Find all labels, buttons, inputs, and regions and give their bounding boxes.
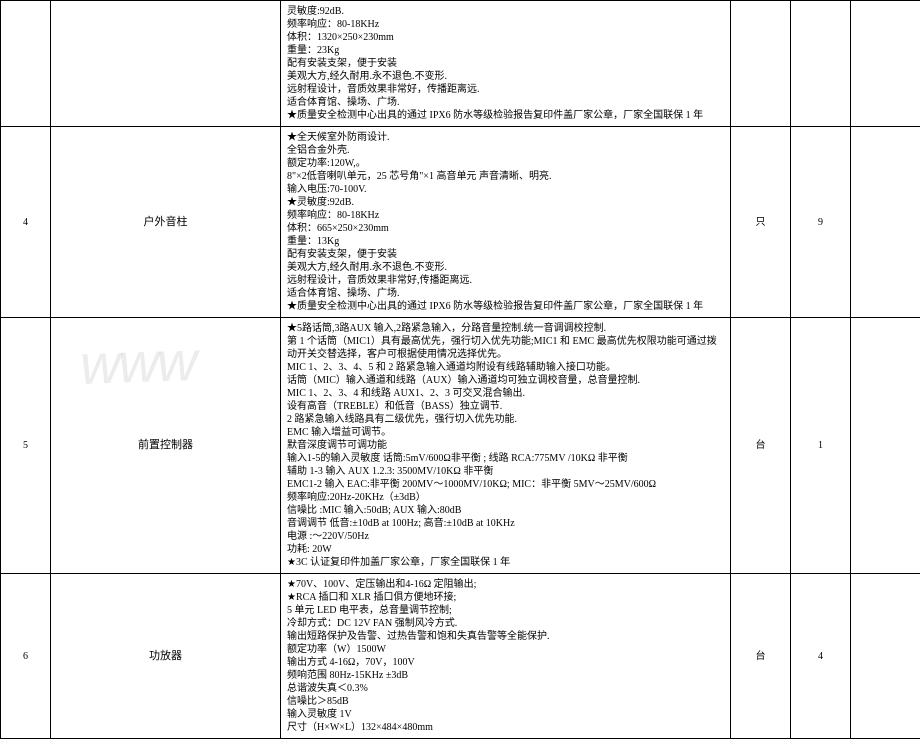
spec-line: ★灵敏度:92dB. <box>287 196 724 209</box>
table-row: 6功放器★70V、100V、定压输出和4-16Ω 定阻输出;★RCA 插口和 X… <box>1 574 920 739</box>
spec-line: 输入1-5的输入灵敏度 话筒:5mV/600Ω非平衡 ; 线路 RCA:775M… <box>287 452 724 465</box>
unit: 台 <box>731 574 791 739</box>
spec-line: 灵敏度:92dB. <box>287 5 724 18</box>
spec-line: 频响范围 80Hz-15KHz ±3dB <box>287 669 724 682</box>
spec-line: ★5路话筒,3路AUX 输入,2路紧急输入，分路音量控制.统一音调调校控制. <box>287 322 724 335</box>
row-number: 6 <box>1 574 51 739</box>
spec-line: ★质量安全检测中心出具的通过 IPX6 防水等级检验报告复印件盖厂家公章，厂家全… <box>287 300 724 313</box>
spec-line: 体积：1320×250×230mm <box>287 31 724 44</box>
spec-line: 重量：23Kg <box>287 44 724 57</box>
spec-line: 美观大方,经久耐用.永不退色.不变形. <box>287 70 724 83</box>
quantity: 4 <box>791 574 851 739</box>
table-row: 5前置控制器★5路话筒,3路AUX 输入,2路紧急输入，分路音量控制.统一音调调… <box>1 318 920 574</box>
spec-line: EMC 输入增益可调节。 <box>287 426 724 439</box>
spec-line: 输入电压:70-100V. <box>287 183 724 196</box>
spec-line: 电源 :～220V/50Hz <box>287 530 724 543</box>
spec-line: 适合体育馆、操场、广场. <box>287 96 724 109</box>
blank-cell <box>851 318 920 574</box>
spec-line: 输出短路保护及告警、过热告警和饱和失真告警等全能保护. <box>287 630 724 643</box>
spec-line: 配有安装支架，便于安装 <box>287 57 724 70</box>
row-number: 4 <box>1 127 51 318</box>
quantity: 9 <box>791 127 851 318</box>
specification-cell: 灵敏度:92dB.频率响应：80-18KHz体积：1320×250×230mm重… <box>281 1 731 127</box>
spec-line: 总谐波失真＜0.3% <box>287 682 724 695</box>
spec-line: 信噪比 :MIC 输入:50dB; AUX 输入:80dB <box>287 504 724 517</box>
spec-line: 频率响应:20Hz-20KHz（±3dB） <box>287 491 724 504</box>
spec-line: ★3C 认证复印件加盖厂家公章，厂家全国联保 1 年 <box>287 556 724 569</box>
spec-line: EMC1-2 输入 EAC:非平衡 200MV～1000MV/10KΩ; MIC… <box>287 478 724 491</box>
spec-line: 信噪比＞85dB <box>287 695 724 708</box>
unit <box>731 1 791 127</box>
spec-line: 适合体育馆、操场、广场. <box>287 287 724 300</box>
spec-line: 频率响应：80-18KHz <box>287 18 724 31</box>
spec-line: 输出方式 4-16Ω，70V，100V <box>287 656 724 669</box>
spec-line: 冷却方式：DC 12V FAN 强制风冷方式. <box>287 617 724 630</box>
spec-line: ★全天候室外防雨设计. <box>287 131 724 144</box>
blank-cell <box>851 127 920 318</box>
spec-line: 音调调节 低音:±10dB at 100Hz; 高音:±10dB at 10KH… <box>287 517 724 530</box>
spec-line: ★70V、100V、定压输出和4-16Ω 定阻输出; <box>287 578 724 591</box>
row-number <box>1 1 51 127</box>
spec-line: 远射程设计，音质效果非常好，传播距离远. <box>287 83 724 96</box>
product-name: 户外音柱 <box>51 127 281 318</box>
blank-cell <box>851 574 920 739</box>
spec-line: 话筒（MIC）输入通道和线路（AUX）输入通道均可独立调校音量，总音量控制. <box>287 374 724 387</box>
specification-cell: ★全天候室外防雨设计.全铝合金外壳.额定功率:120W,。8"×2低音喇叭单元，… <box>281 127 731 318</box>
spec-line: MIC 1、2、3、4 和线路 AUX1、2、3 可交叉混合输出. <box>287 387 724 400</box>
spec-line: 全铝合金外壳. <box>287 144 724 157</box>
spec-line: 8"×2低音喇叭单元，25 芯号角"×1 高音单元 声音清晰、明亮. <box>287 170 724 183</box>
spec-line: 重量：13Kg <box>287 235 724 248</box>
spec-line: 辅助 1-3 输入 AUX 1.2.3: 3500MV/10KΩ 非平衡 <box>287 465 724 478</box>
blank-cell <box>851 1 920 127</box>
spec-line: 配有安装支架，便于安装 <box>287 248 724 261</box>
spec-table: 灵敏度:92dB.频率响应：80-18KHz体积：1320×250×230mm重… <box>0 0 920 739</box>
spec-line: 功耗: 20W <box>287 543 724 556</box>
spec-line: MIC 1、2、3、4、5 和 2 路紧急输入通道均附设有线路辅助输入接口功能。 <box>287 361 724 374</box>
table-row: 灵敏度:92dB.频率响应：80-18KHz体积：1320×250×230mm重… <box>1 1 920 127</box>
spec-line: 设有高音（TREBLE）和低音（BASS）独立调节. <box>287 400 724 413</box>
specification-cell: ★70V、100V、定压输出和4-16Ω 定阻输出;★RCA 插口和 XLR 插… <box>281 574 731 739</box>
spec-line: 尺寸（H×W×L）132×484×480mm <box>287 721 724 734</box>
product-name <box>51 1 281 127</box>
spec-line: 2 路紧急输入线路具有二级优先，强行切入优先功能. <box>287 413 724 426</box>
product-name: 功放器 <box>51 574 281 739</box>
spec-line: 额定功率（W）1500W <box>287 643 724 656</box>
unit: 台 <box>731 318 791 574</box>
spec-line: 5 单元 LED 电平表，总音量调节控制; <box>287 604 724 617</box>
spec-line: 第 1 个话筒（MIC1）具有最高优先，强行切入优先功能;MIC1 和 EMC … <box>287 335 724 361</box>
table-row: 4户外音柱★全天候室外防雨设计.全铝合金外壳.额定功率:120W,。8"×2低音… <box>1 127 920 318</box>
spec-line: ★RCA 插口和 XLR 插口俱方便地环接; <box>287 591 724 604</box>
quantity <box>791 1 851 127</box>
spec-line: ★质量安全检测中心出具的通过 IPX6 防水等级检验报告复印件盖厂家公章，厂家全… <box>287 109 724 122</box>
product-name: 前置控制器 <box>51 318 281 574</box>
spec-line: 体积：665×250×230mm <box>287 222 724 235</box>
unit: 只 <box>731 127 791 318</box>
specification-cell: ★5路话筒,3路AUX 输入,2路紧急输入，分路音量控制.统一音调调校控制.第 … <box>281 318 731 574</box>
quantity: 1 <box>791 318 851 574</box>
spec-line: 美观大方,经久耐用.永不退色.不变形. <box>287 261 724 274</box>
spec-line: 频率响应：80-18KHz <box>287 209 724 222</box>
spec-line: 默音深度调节可调功能 <box>287 439 724 452</box>
spec-line: 额定功率:120W,。 <box>287 157 724 170</box>
spec-line: 远射程设计，音质效果非常好,传播距离远. <box>287 274 724 287</box>
row-number: 5 <box>1 318 51 574</box>
spec-line: 输入灵敏度 1V <box>287 708 724 721</box>
